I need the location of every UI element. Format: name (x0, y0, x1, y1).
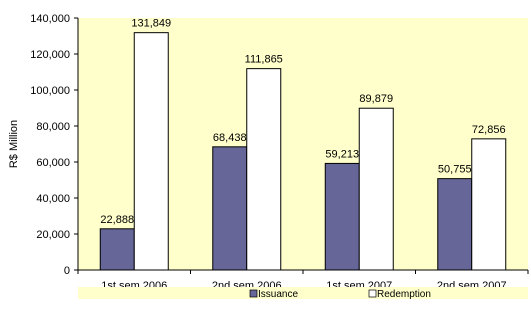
bar-redemption (358, 107, 394, 271)
data-label: 22,888 (100, 214, 134, 226)
bars-group: 22,888 131,849 68,438 111,865 59,213 89,879 50… (99, 18, 507, 271)
y-tick-label: 140,000 (30, 13, 70, 25)
y-tick-label: 40,000 (36, 193, 70, 205)
bar-issuance (99, 228, 135, 271)
data-label: 89,879 (359, 93, 393, 105)
y-axis-label: R$ Million (8, 120, 20, 168)
y-tick-label: 0 (64, 265, 70, 277)
y-tick-label: 120,000 (30, 49, 70, 61)
y-tick-label: 60,000 (36, 157, 70, 169)
y-tick-label: 100,000 (30, 85, 70, 97)
legend-swatch-redemption (368, 289, 377, 298)
legend-background (78, 287, 528, 299)
data-label: 50,755 (438, 164, 472, 176)
legend-label-redemption: Redemption (377, 289, 431, 300)
data-label: 72,856 (472, 124, 506, 136)
data-label: 68,438 (213, 132, 247, 144)
data-label: 59,213 (325, 148, 359, 160)
bar-redemption (133, 32, 169, 271)
bar-redemption (246, 68, 282, 271)
y-tick-label: 20,000 (36, 229, 70, 241)
y-tick-label: 80,000 (36, 121, 70, 133)
bar-redemption (471, 138, 507, 271)
data-label: 131,849 (131, 18, 171, 30)
y-axis: 0 20,000 40,000 60,000 80,000 100,000 120,000 1… (30, 13, 78, 277)
bar-issuance (212, 146, 248, 271)
legend-swatch-issuance (249, 289, 258, 298)
data-label: 111,865 (245, 54, 283, 66)
bar-issuance (324, 162, 360, 271)
legend: Issuance Redemption (78, 287, 528, 300)
legend-label-issuance: Issuance (258, 289, 298, 300)
bar-issuance (437, 178, 473, 271)
